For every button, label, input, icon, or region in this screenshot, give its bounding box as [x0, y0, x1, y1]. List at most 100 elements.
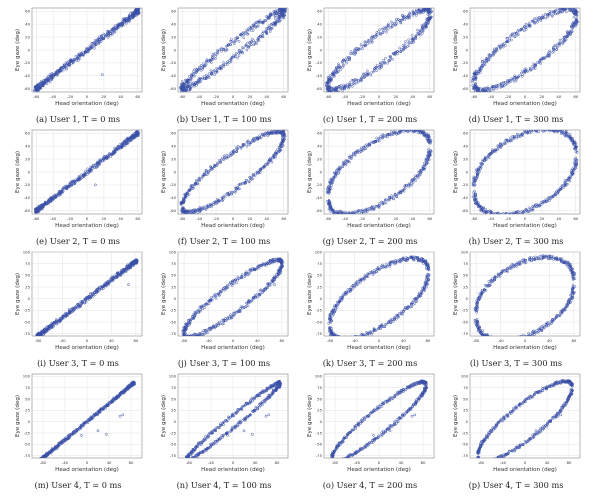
data-point — [365, 208, 369, 212]
subplot-caption: (d) User 1, T = 300 ms — [468, 114, 564, 124]
data-point — [86, 167, 89, 171]
data-point — [204, 208, 208, 211]
data-point — [335, 67, 339, 71]
data-point — [88, 44, 92, 47]
data-point — [221, 198, 225, 201]
y-tick-label: 50 — [25, 273, 30, 278]
data-point — [424, 24, 427, 28]
data-point — [429, 140, 432, 143]
data-point — [558, 8, 561, 10]
data-point — [95, 39, 98, 43]
data-point — [270, 23, 274, 26]
data-point — [555, 48, 558, 52]
x-axis-label: Head orientation (deg) — [55, 345, 119, 351]
data-point — [360, 146, 363, 150]
data-point — [95, 288, 98, 291]
data-point — [51, 73, 55, 77]
data-point — [110, 30, 114, 33]
data-point — [481, 159, 484, 163]
data-point — [472, 77, 475, 81]
data-point — [224, 63, 227, 66]
data-point — [364, 208, 367, 212]
data-point — [258, 134, 261, 138]
data-point — [71, 308, 75, 312]
data-point — [424, 8, 428, 10]
data-point — [126, 264, 129, 268]
y-tick-label: -40 — [24, 195, 31, 200]
y-tick-label: 40 — [463, 143, 468, 148]
data-point — [124, 16, 128, 20]
data-point — [482, 206, 485, 209]
data-point — [417, 176, 420, 180]
data-point — [496, 215, 498, 217]
x-tick-label: 20 — [248, 216, 253, 221]
data-point — [349, 50, 353, 53]
data-point — [344, 159, 348, 162]
x-tick-label: -40 — [50, 216, 57, 221]
data-point — [412, 40, 416, 44]
data-point — [561, 8, 564, 11]
data-point — [333, 171, 337, 175]
x-tick-label: -40 — [196, 216, 203, 221]
data-point — [204, 169, 208, 172]
y-tick-label: 40 — [171, 21, 176, 26]
data-point — [565, 10, 568, 14]
data-point — [417, 130, 421, 132]
point-series — [34, 130, 140, 214]
data-point — [391, 133, 395, 136]
data-point — [530, 20, 534, 23]
data-point — [332, 176, 335, 179]
data-point — [63, 63, 66, 67]
data-point — [363, 43, 366, 47]
y-axis-label: Eye gaze (deg) — [161, 151, 167, 193]
data-point — [268, 132, 271, 136]
data-point — [381, 202, 385, 206]
subplot: -60 -40 -20 0 20 40 60 -60 -40 -20 0 20 40 60 Head ori… — [302, 2, 438, 112]
data-point — [524, 67, 528, 71]
data-point — [402, 47, 406, 51]
data-point — [214, 200, 218, 203]
data-point — [244, 181, 247, 184]
y-tick-label: -20 — [462, 60, 469, 65]
data-point — [508, 139, 512, 142]
data-point — [332, 72, 336, 75]
data-point — [552, 47, 555, 50]
data-point — [564, 131, 568, 135]
x-tick-label: 0 — [86, 338, 89, 343]
data-point — [123, 142, 126, 145]
x-tick-label: -40 — [342, 94, 349, 99]
data-point — [237, 40, 241, 43]
data-point — [64, 315, 68, 318]
y-tick-label: -25 — [24, 308, 31, 313]
data-point — [548, 12, 551, 15]
data-point — [553, 44, 556, 47]
data-point — [102, 32, 106, 36]
data-point — [399, 130, 402, 133]
data-point — [364, 40, 368, 44]
data-point — [507, 81, 511, 84]
data-point — [378, 137, 382, 140]
y-tick-label: -60 — [24, 86, 31, 91]
subplot-caption: (i) User 3, T = 0 ms — [37, 358, 119, 368]
data-point — [473, 86, 476, 90]
data-point — [181, 86, 185, 89]
data-point — [405, 130, 409, 131]
data-point — [80, 51, 84, 54]
data-point — [483, 90, 487, 92]
data-point — [254, 137, 257, 140]
data-point — [512, 135, 516, 138]
data-point — [413, 12, 416, 16]
data-point — [64, 314, 68, 317]
data-point — [96, 39, 100, 43]
data-point — [563, 184, 566, 187]
data-point — [493, 85, 496, 89]
data-point — [513, 35, 517, 38]
data-point — [554, 12, 557, 16]
data-point — [363, 40, 366, 44]
data-point — [475, 177, 478, 180]
y-tick-label: -50 — [24, 319, 31, 324]
y-tick-label: -60 — [316, 86, 323, 91]
x-axis-label: Head orientation (deg) — [347, 223, 411, 229]
data-point — [380, 27, 384, 31]
